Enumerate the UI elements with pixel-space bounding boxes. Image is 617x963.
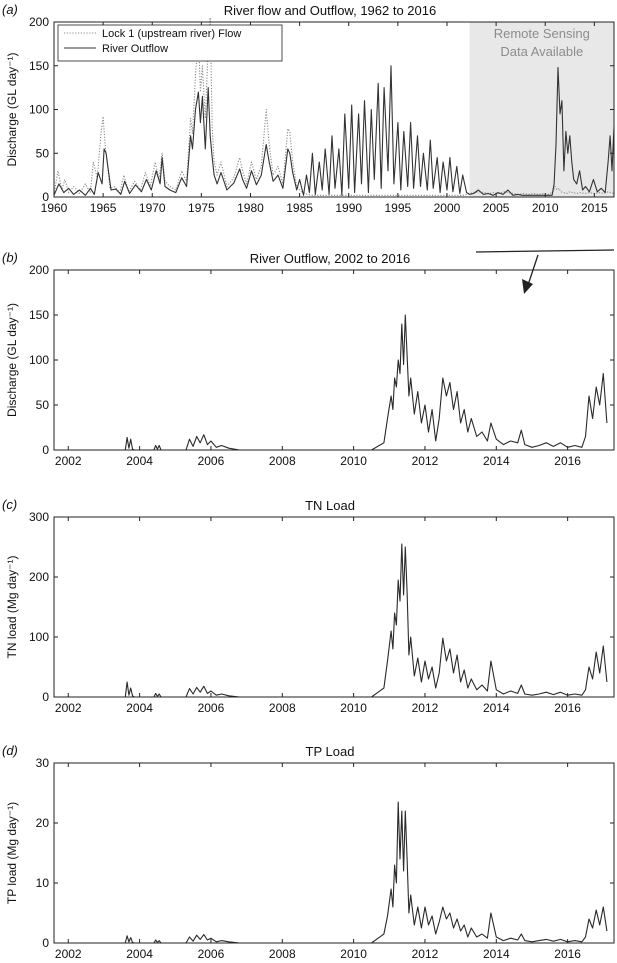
y-tick-label: 0 [42, 190, 49, 204]
y-tick-label: 20 [36, 816, 50, 830]
y-tick-label: 200 [29, 15, 49, 29]
annotation-line-2: Data Available [500, 44, 583, 59]
legend-entry-1: Lock 1 (upstream river) Flow [102, 28, 241, 40]
y-tick-label: 100 [29, 353, 49, 367]
x-tick-label: 1970 [139, 201, 166, 215]
series-line-1 [57, 801, 608, 944]
x-tick-label: 2012 [412, 701, 439, 715]
panel-label: (c) [2, 497, 17, 512]
x-tick-label: 2012 [412, 947, 439, 961]
connector-arrow-head [522, 279, 533, 294]
y-tick-label: 0 [42, 936, 49, 950]
panel-2: 2002 2004 2006 2008 2010 2012 2014 2016 0 50 100 15… [2, 250, 615, 468]
x-tick-label: 2004 [126, 947, 153, 961]
x-tick-label: 2006 [198, 701, 225, 715]
y-tick-label: 200 [29, 570, 49, 584]
panel-3: 2002 2004 2006 2008 2010 2012 2014 2016 0 100 200 3… [2, 497, 615, 715]
y-axis-label: Discharge (GL day⁻¹) [5, 303, 19, 417]
zoom-connector [475, 249, 615, 294]
panel-1: Remote Sensing Data Available 1960 1965 1970… [2, 2, 615, 215]
y-tick-label: 150 [29, 59, 49, 73]
x-tick-label: 2014 [483, 947, 510, 961]
panel-label: (a) [2, 2, 18, 17]
plot-frame [53, 269, 615, 451]
series-line-1 [57, 543, 608, 698]
remote-sensing-shading [469, 22, 614, 197]
x-tick-label: 1975 [188, 201, 215, 215]
panel-title: River flow and Outflow, 1962 to 2016 [224, 3, 436, 18]
y-tick-label: 10 [36, 876, 50, 890]
x-tick-label: 2002 [55, 701, 82, 715]
y-axis-label: Discharge (GL day⁻¹) [5, 53, 19, 167]
x-tick-label: 2016 [554, 701, 581, 715]
x-tick-label: 2000 [434, 201, 461, 215]
x-tick-label: 2005 [483, 201, 510, 215]
panel-title: River Outflow, 2002 to 2016 [250, 251, 410, 266]
y-tick-label: 50 [36, 146, 50, 160]
y-axis-label: TN load (Mg day⁻¹) [5, 555, 19, 658]
y-tick-label: 100 [29, 103, 49, 117]
annotation-line-1: Remote Sensing [494, 26, 590, 41]
connector-line [475, 249, 615, 253]
y-tick-label: 0 [42, 690, 49, 704]
y-axis-label: TP load (Mg day⁻¹) [5, 802, 19, 904]
x-tick-label: 2006 [198, 454, 225, 468]
y-tick-label: 50 [36, 398, 50, 412]
panel-title: TN Load [305, 498, 355, 513]
x-tick-label: 2004 [126, 701, 153, 715]
series-line-1 [57, 314, 608, 451]
plot-frame [53, 762, 615, 944]
x-tick-label: 2002 [55, 947, 82, 961]
x-tick-label: 2004 [126, 454, 153, 468]
x-tick-label: 2016 [554, 947, 581, 961]
x-tick-label: 2010 [340, 701, 367, 715]
x-tick-label: 1960 [41, 201, 68, 215]
x-tick-label: 2014 [483, 454, 510, 468]
y-tick-label: 30 [36, 756, 50, 770]
x-tick-label: 2015 [581, 201, 608, 215]
plot-frame [53, 516, 615, 698]
x-tick-label: 2002 [55, 454, 82, 468]
x-tick-label: 1965 [90, 201, 117, 215]
x-tick-label: 2008 [269, 454, 296, 468]
legend-box [57, 24, 283, 62]
x-tick-label: 2008 [269, 701, 296, 715]
y-tick-label: 150 [29, 308, 49, 322]
x-tick-label: 1990 [335, 201, 362, 215]
x-tick-label: 2010 [340, 454, 367, 468]
y-tick-label: 300 [29, 510, 49, 524]
y-tick-label: 200 [29, 263, 49, 277]
x-tick-label: 2010 [340, 947, 367, 961]
x-tick-label: 2014 [483, 701, 510, 715]
y-tick-label: 100 [29, 630, 49, 644]
x-tick-label: 2012 [412, 454, 439, 468]
panel-label: (d) [2, 743, 18, 758]
panel-4: 2002 2004 2006 2008 2010 2012 2014 2016 0 10 20 30 T… [2, 743, 615, 961]
series-line-1 [53, 17, 615, 196]
x-tick-label: 1980 [237, 201, 264, 215]
panel-title: TP Load [306, 744, 355, 759]
x-tick-label: 1995 [385, 201, 412, 215]
y-tick-label: 0 [42, 443, 49, 457]
x-tick-label: 2010 [532, 201, 559, 215]
panel-label: (b) [2, 250, 18, 265]
legend-entry-2: River Outflow [102, 43, 168, 55]
x-tick-label: 2016 [554, 454, 581, 468]
x-tick-label: 2006 [198, 947, 225, 961]
x-tick-label: 1985 [286, 201, 313, 215]
x-tick-label: 2008 [269, 947, 296, 961]
